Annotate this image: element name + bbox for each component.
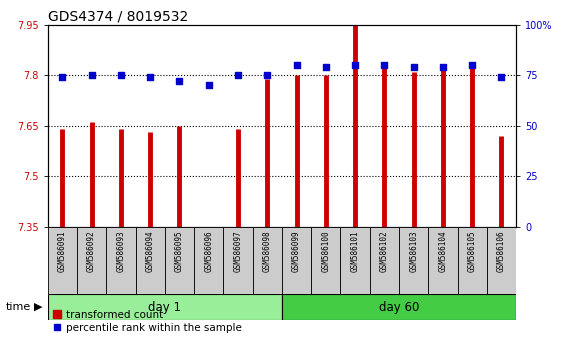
Text: GSM586105: GSM586105 (468, 230, 477, 272)
Point (351, 62, 360, 68)
Bar (282, 294, 516, 320)
Point (263, 73, 272, 78)
Text: ▶: ▶ (34, 302, 43, 312)
Bar (77, 227, 106, 294)
Bar (341, 227, 370, 294)
Bar (165, 227, 194, 294)
Point (497, 74, 506, 80)
Bar (223, 227, 252, 294)
Legend: transformed count, percentile rank within the sample: transformed count, percentile rank withi… (53, 310, 242, 333)
Point (292, 62, 301, 68)
Point (468, 62, 477, 68)
Bar (194, 227, 223, 294)
Bar (252, 227, 282, 294)
Point (175, 79, 184, 84)
Bar (370, 227, 399, 294)
Text: GSM586095: GSM586095 (175, 230, 184, 272)
Text: GSM586106: GSM586106 (497, 230, 506, 272)
Point (58, 74, 67, 80)
Text: GSM586101: GSM586101 (351, 230, 360, 272)
Point (233, 73, 242, 78)
Text: day 1: day 1 (148, 301, 181, 314)
Bar (428, 227, 458, 294)
Point (146, 74, 155, 80)
Bar (48, 294, 282, 320)
Bar (311, 227, 341, 294)
Text: day 60: day 60 (379, 301, 419, 314)
Bar (458, 227, 487, 294)
Text: GSM586100: GSM586100 (321, 230, 330, 272)
Text: time: time (6, 302, 31, 312)
Point (87, 73, 96, 78)
Point (321, 64, 330, 70)
Text: GSM586091: GSM586091 (58, 230, 67, 272)
Text: GSM586093: GSM586093 (116, 230, 125, 272)
Text: GSM586099: GSM586099 (292, 230, 301, 272)
Text: GDS4374 / 8019532: GDS4374 / 8019532 (48, 10, 188, 24)
Text: GSM586097: GSM586097 (233, 230, 242, 272)
Point (204, 82, 213, 88)
Bar (136, 227, 165, 294)
Text: GSM586098: GSM586098 (263, 230, 272, 272)
Text: GSM586102: GSM586102 (380, 230, 389, 272)
Text: GSM586096: GSM586096 (204, 230, 213, 272)
Bar (487, 227, 516, 294)
Text: GSM586092: GSM586092 (87, 230, 96, 272)
Point (116, 73, 125, 78)
Text: GSM586094: GSM586094 (146, 230, 155, 272)
Point (380, 62, 389, 68)
Text: GSM586103: GSM586103 (409, 230, 418, 272)
Bar (48, 227, 77, 294)
Text: GSM586104: GSM586104 (439, 230, 448, 272)
Bar (399, 227, 428, 294)
Point (439, 64, 448, 70)
Bar (282, 227, 311, 294)
Bar (106, 227, 136, 294)
Point (409, 64, 418, 70)
